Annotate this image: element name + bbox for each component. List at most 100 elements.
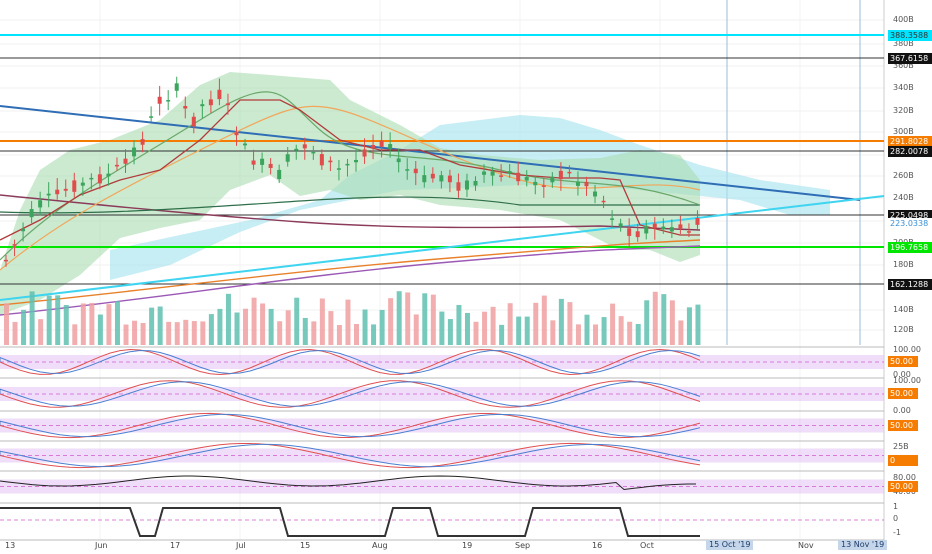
candle-body — [396, 158, 401, 163]
volume-bar — [4, 303, 9, 345]
candle-body — [166, 100, 171, 102]
volume-bar — [183, 319, 189, 345]
candle-body — [541, 185, 546, 187]
volume-bar — [302, 317, 308, 345]
candle-body — [558, 170, 563, 180]
price-tag: 162.1288 — [888, 279, 932, 290]
volume-bar — [661, 294, 667, 345]
candle-body — [38, 200, 43, 208]
oscillator-line-black — [0, 475, 696, 491]
price-tag: 388.3588 — [888, 30, 932, 41]
candle-body — [661, 226, 666, 230]
indicator-level-tag: 50.00 — [888, 420, 918, 431]
candle-body — [89, 177, 94, 180]
candle-body — [285, 154, 290, 162]
volume-bar — [234, 312, 240, 345]
volume-bar — [447, 319, 453, 345]
volume-bar — [430, 294, 436, 345]
volume-bar — [541, 295, 547, 345]
volume-bar — [285, 310, 291, 345]
volume-bar — [456, 304, 462, 345]
candle-body — [174, 83, 179, 91]
candle-body — [447, 175, 452, 183]
candle-body — [72, 180, 77, 192]
candle-body — [371, 144, 376, 148]
volume-bar — [524, 316, 530, 345]
volume-bar — [627, 321, 633, 345]
candle-body — [149, 116, 154, 118]
price-tag: 291.8028 — [888, 136, 932, 147]
candle-body — [524, 176, 529, 181]
time-axis-label: 17 — [170, 541, 181, 550]
volume-bar — [336, 324, 342, 345]
volume-bar — [277, 321, 283, 345]
price-tag: 367.6158 — [888, 53, 932, 64]
candle-body — [618, 223, 623, 227]
volume-bar — [362, 309, 368, 345]
volume-bar — [140, 323, 146, 345]
volume-bar — [46, 295, 52, 345]
ichimoku-cloud-green — [0, 72, 700, 315]
candle-body — [669, 227, 674, 232]
candle-body — [464, 180, 469, 190]
volume-bar — [200, 321, 206, 345]
volume-bar — [319, 298, 325, 345]
indicator-axis-label: 0 — [893, 514, 899, 523]
volume-bar — [225, 293, 231, 345]
candle-body — [234, 132, 239, 136]
time-axis-label: 13 — [5, 541, 16, 550]
volume-bar — [533, 302, 539, 345]
volume-bar — [396, 291, 402, 345]
volume-bar — [584, 314, 590, 345]
candle-body — [268, 163, 273, 168]
candle-body — [97, 174, 102, 184]
volume-bar — [149, 307, 155, 345]
moving-average-maroon — [0, 194, 701, 231]
volume-bar — [132, 320, 138, 345]
candle-body — [328, 160, 333, 163]
candle-body — [567, 171, 572, 174]
volume-bar — [328, 311, 334, 345]
candle-body — [482, 171, 487, 175]
candle-body — [217, 89, 222, 100]
oscillator-line-blue — [0, 413, 701, 438]
volume-bar — [89, 302, 95, 345]
candle-body — [140, 139, 145, 145]
indicator-axis-label: 1 — [893, 502, 899, 511]
candle-body — [575, 181, 580, 186]
candle-body — [132, 147, 137, 157]
price-axis-label: 140B — [893, 305, 914, 314]
volume-bar — [38, 319, 44, 345]
indicator-axis-label: 100.00 — [893, 345, 921, 354]
indicator-axis-label: 25B — [893, 442, 909, 451]
time-axis-label: Nov — [798, 541, 814, 550]
volume-bar — [473, 321, 479, 345]
candle-body — [12, 244, 17, 246]
oscillator-line-red — [0, 380, 701, 408]
candle-body — [584, 181, 589, 187]
volume-bar — [464, 312, 470, 345]
oscillator-line-blue — [0, 381, 701, 407]
price-tag: 223.0338 — [888, 218, 932, 229]
time-marker-tag: 15 Oct '19 — [706, 540, 754, 550]
candle-body — [499, 175, 504, 177]
volume-bar — [601, 317, 607, 345]
volume-bar — [260, 303, 266, 345]
time-axis-label: Aug — [372, 541, 388, 550]
candle-body — [635, 231, 640, 238]
volume-bar — [610, 303, 616, 345]
volume-bar — [106, 304, 112, 345]
candle-body — [29, 209, 34, 218]
volume-bar — [243, 308, 249, 345]
candle-body — [601, 200, 606, 203]
candle-body — [106, 173, 111, 177]
volume-bar — [157, 306, 163, 345]
indicator-level-tag: 50.00 — [888, 388, 918, 399]
candle-body — [21, 228, 26, 232]
candle-body — [345, 163, 350, 166]
candle-body — [260, 158, 265, 165]
volume-bar — [55, 295, 61, 345]
price-axis-label: 180B — [893, 260, 914, 269]
